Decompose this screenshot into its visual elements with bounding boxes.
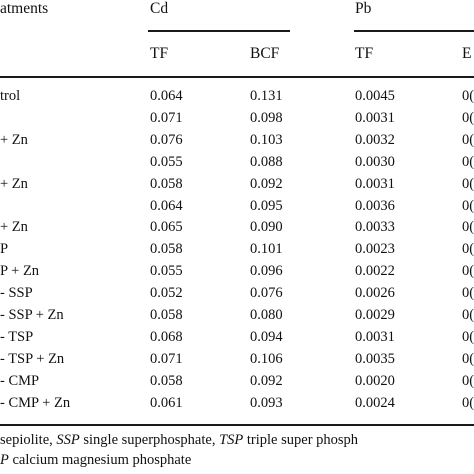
cd-bcf-cell: 0.101 (250, 241, 283, 258)
row-label: P (0, 241, 9, 258)
pb-bcf-cell: 0( (462, 350, 474, 367)
pb-tf-header: TF (355, 45, 374, 62)
pb-tf-cell: 0.0026 (355, 285, 395, 302)
pb-bcf-cell: 0( (462, 131, 474, 148)
row-label: + Zn (0, 219, 28, 236)
pb-bcf-cell: 0( (462, 197, 474, 214)
cd-tf-cell: 0.055 (150, 263, 183, 280)
header-bottom-rule (0, 76, 474, 78)
cd-bcf-cell: 0.094 (250, 328, 283, 345)
cd-group-header: Cd (150, 0, 169, 17)
pb-bcf-cell: 0( (462, 394, 474, 411)
pb-group-rule (354, 30, 474, 32)
row-label: - CMP (0, 372, 40, 389)
cd-tf-cell: 0.065 (150, 219, 183, 236)
cd-bcf-cell: 0.095 (250, 197, 283, 214)
cd-group-rule (148, 30, 290, 32)
pb-group-header: Pb (355, 0, 372, 17)
pb-tf-cell: 0.0031 (355, 175, 395, 192)
pb-tf-cell: 0.0023 (355, 241, 395, 258)
cd-tf-cell: 0.071 (150, 350, 183, 367)
cd-tf-cell: 0.064 (150, 197, 183, 214)
pb-bcf-header: E (462, 45, 472, 62)
row-label: - TSP + Zn (0, 350, 65, 367)
pb-tf-cell: 0.0030 (355, 153, 395, 170)
pb-bcf-cell: 0( (462, 109, 474, 126)
pb-tf-cell: 0.0033 (355, 219, 395, 236)
row-label: + Zn (0, 175, 28, 192)
pb-tf-cell: 0.0024 (355, 394, 395, 411)
row-label: - TSP (0, 328, 34, 345)
cd-bcf-cell: 0.090 (250, 219, 283, 236)
row-label: + Zn (0, 131, 28, 148)
pb-bcf-cell: 0( (462, 328, 474, 345)
cd-bcf-cell: 0.096 (250, 263, 283, 280)
cd-tf-cell: 0.071 (150, 109, 183, 126)
cd-bcf-cell: 0.098 (250, 109, 283, 126)
pb-bcf-cell: 0( (462, 285, 474, 302)
cd-bcf-cell: 0.106 (250, 350, 283, 367)
pb-tf-cell: 0.0020 (355, 372, 395, 389)
treatments-header: atments (0, 0, 49, 17)
pb-bcf-cell: 0( (462, 263, 474, 280)
cd-tf-cell: 0.055 (150, 153, 183, 170)
table-bottom-rule (0, 424, 474, 426)
cd-bcf-cell: 0.131 (250, 88, 283, 104)
footnote-line-1: sepiolite, SSP single superphosphate, TS… (0, 432, 359, 448)
row-label: - SSP (0, 285, 33, 302)
cd-tf-cell: 0.061 (150, 394, 183, 411)
pb-tf-cell: 0.0031 (355, 109, 395, 126)
cd-bcf-cell: 0.103 (250, 131, 283, 148)
pb-bcf-cell: 0( (462, 307, 474, 323)
pb-tf-cell: 0.0045 (355, 88, 395, 104)
pb-bcf-cell: 0( (462, 219, 474, 236)
cd-bcf-cell: 0.080 (250, 307, 283, 323)
pb-bcf-cell: 0( (462, 241, 474, 258)
cd-tf-cell: 0.064 (150, 88, 183, 104)
row-label: - SSP + Zn (0, 307, 64, 323)
pb-bcf-cell: 0( (462, 153, 474, 170)
cd-tf-cell: 0.068 (150, 328, 183, 345)
cd-bcf-cell: 0.076 (250, 285, 283, 302)
cd-tf-cell: 0.052 (150, 285, 183, 302)
cd-tf-cell: 0.076 (150, 131, 183, 148)
cd-tf-cell: 0.058 (150, 372, 183, 389)
pb-tf-cell: 0.0031 (355, 328, 395, 345)
row-label: - CMP + Zn (0, 394, 71, 411)
pb-tf-cell: 0.0022 (355, 263, 395, 280)
footnote-line-2: P calcium magnesium phosphate (0, 452, 192, 468)
cd-tf-cell: 0.058 (150, 307, 183, 323)
cd-tf-cell: 0.058 (150, 241, 183, 258)
cd-tf-header: TF (150, 45, 169, 62)
cd-tf-cell: 0.058 (150, 175, 183, 192)
pb-tf-cell: 0.0035 (355, 350, 395, 367)
pb-tf-cell: 0.0032 (355, 131, 395, 148)
cd-bcf-cell: 0.093 (250, 394, 283, 411)
pb-tf-cell: 0.0029 (355, 307, 395, 323)
cd-bcf-cell: 0.092 (250, 175, 283, 192)
pb-bcf-cell: 0( (462, 175, 474, 192)
row-label: trol (0, 88, 21, 104)
row-label: P + Zn (0, 263, 40, 280)
cd-bcf-cell: 0.088 (250, 153, 283, 170)
pb-bcf-cell: 0( (462, 88, 474, 104)
pb-bcf-cell: 0( (462, 372, 474, 389)
cd-bcf-header: BCF (250, 45, 280, 62)
pb-tf-cell: 0.0036 (355, 197, 395, 214)
cd-bcf-cell: 0.092 (250, 372, 283, 389)
